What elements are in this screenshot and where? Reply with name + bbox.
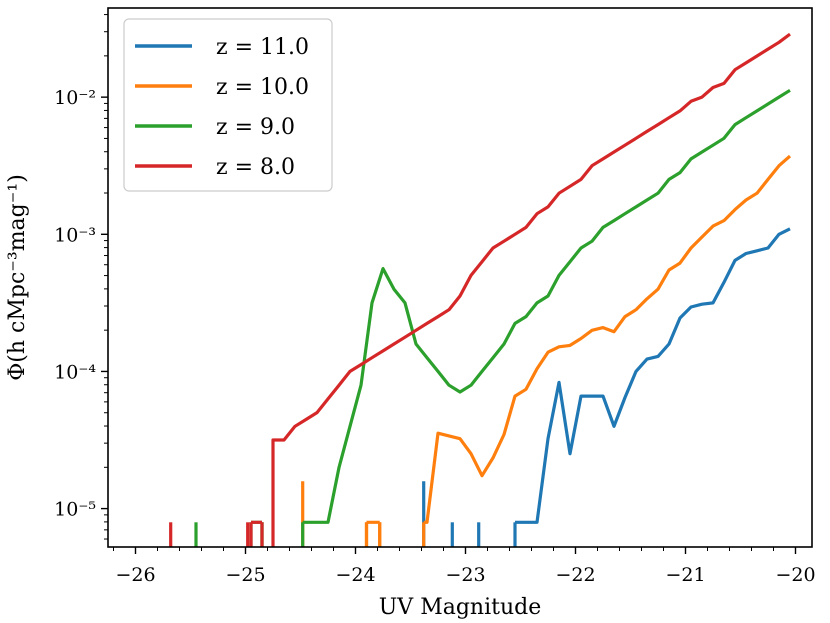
series-lines xyxy=(169,32,792,547)
series-line-2-0 xyxy=(302,88,791,524)
legend: z = 11.0 z = 10.0 z = 9.0 z = 8.0 xyxy=(123,18,333,192)
plot-frame xyxy=(107,7,813,548)
series-flat-3-0 xyxy=(249,520,264,547)
series-flat-1-0 xyxy=(364,520,382,547)
y-tick-label: 10⁻³ xyxy=(54,224,96,246)
series-line-3-0 xyxy=(271,32,791,547)
series-line-1-0 xyxy=(423,154,792,524)
axes: −26 −25 −24 −23 −22 −21 −20 10⁻⁵ 10⁻⁴ 10⁻³ 10⁻² UV … xyxy=(5,7,816,620)
y-axis-label: Φ(h cMpc⁻³mag⁻¹) xyxy=(5,174,30,381)
series-line-0-0 xyxy=(515,227,791,524)
plot-area xyxy=(169,32,792,547)
legend-box xyxy=(123,18,333,192)
legend-label: z = 10.0 xyxy=(216,75,309,100)
x-axis-label: UV Magnitude xyxy=(379,595,541,620)
x-tick-label: −21 xyxy=(665,564,705,586)
x-tick-label: −20 xyxy=(775,564,815,586)
x-tick-label: −26 xyxy=(115,564,155,586)
y-tick-label: 10⁻⁵ xyxy=(54,499,96,521)
x-tick-label: −25 xyxy=(225,564,265,586)
y-tick-label: 10⁻² xyxy=(54,87,96,109)
x-tick-label: −22 xyxy=(555,564,595,586)
legend-label: z = 8.0 xyxy=(216,155,295,180)
x-tick-label: −24 xyxy=(335,564,375,586)
legend-label: z = 9.0 xyxy=(216,115,295,140)
y-tick-label: 10⁻⁴ xyxy=(54,361,96,383)
legend-label: z = 11.0 xyxy=(216,35,309,60)
x-tick-label: −23 xyxy=(445,564,485,586)
